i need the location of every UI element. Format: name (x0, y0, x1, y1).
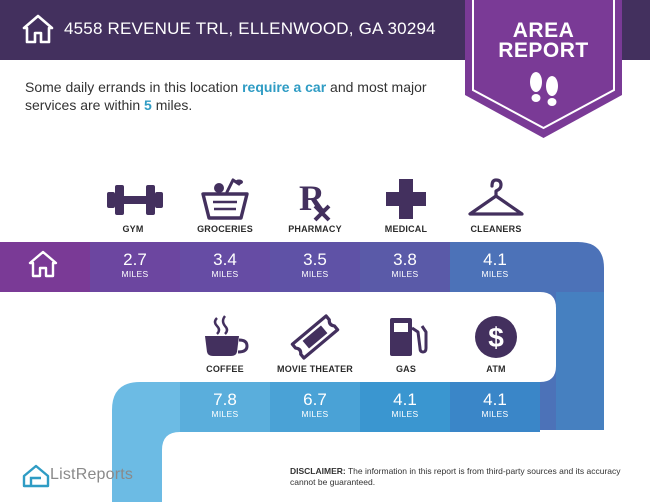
service-label-gym: GYM (122, 224, 144, 234)
service-label-gas: GAS (395, 364, 417, 374)
dollar-coin-icon: $ (475, 316, 517, 358)
distance-gas: 4.1 MILES (391, 390, 419, 420)
rx-icon: R (299, 178, 331, 222)
medical-cross-icon (386, 179, 426, 219)
row1-segment-groceries (180, 242, 270, 292)
distance-medical: 3.8 MILES (391, 250, 419, 280)
distance-gym: 2.7 MILES (121, 250, 149, 280)
home-icon (22, 14, 54, 44)
footprints-icon (530, 72, 558, 106)
row2-segment-gas (360, 382, 450, 432)
service-label-atm: ATM (486, 364, 506, 374)
distance-cleaners: 4.1 MILES (481, 250, 509, 280)
badge-title-line1: AREA (512, 19, 575, 42)
address-title: 4558 REVENUE TRL, ELLENWOOD, GA 30294 (64, 19, 436, 38)
badge-title-line2: REPORT (498, 39, 589, 62)
row2-segment-coffee (180, 382, 270, 432)
service-label-cleaners: CLEANERS (470, 224, 522, 234)
distance-pharmacy: 3.5 MILES (301, 250, 329, 280)
service-label-coffee: COFFEE (206, 364, 244, 374)
row2-segment-atm (450, 382, 540, 432)
distance-atm: 4.1 MILES (481, 390, 509, 420)
intro-text: Some daily errands in this location requ… (25, 79, 427, 113)
distance-groceries: 3.4 MILES (211, 250, 239, 280)
dumbbell-icon (107, 185, 163, 215)
service-label-groceries: GROCERIES (197, 224, 253, 234)
row1-segment-gym (90, 242, 180, 292)
distance-coffee: 7.8 MILES (211, 390, 239, 420)
area-report-badge (465, 0, 622, 138)
row1-segment-cleaners (450, 242, 540, 292)
disclaimer: DISCLAIMER: The information in this repo… (290, 466, 621, 487)
distance-movie-theater: 6.7 MILES (301, 390, 329, 420)
intro-highlight: require a car (242, 79, 327, 95)
service-label-pharmacy: PHARMACY (288, 224, 342, 234)
intro-distance: 5 (144, 97, 152, 113)
listreports-logo-icon (22, 464, 50, 488)
row-home-icon (28, 250, 58, 278)
svg-text:$: $ (488, 322, 504, 353)
service-label-medical: MEDICAL (384, 224, 428, 234)
movie-ticket-icon (290, 314, 340, 360)
grocery-basket-icon (201, 178, 249, 220)
hanger-icon (468, 178, 524, 216)
row1-segment-pharmacy (270, 242, 360, 292)
row2-segment-movie (270, 382, 360, 432)
coffee-cup-icon (205, 315, 249, 356)
service-label-movie-theater: MOVIE THEATER (277, 364, 353, 374)
row1-segment-medical (360, 242, 450, 292)
gas-pump-icon (390, 318, 428, 356)
listreports-logo-text: ListReports (50, 466, 134, 483)
